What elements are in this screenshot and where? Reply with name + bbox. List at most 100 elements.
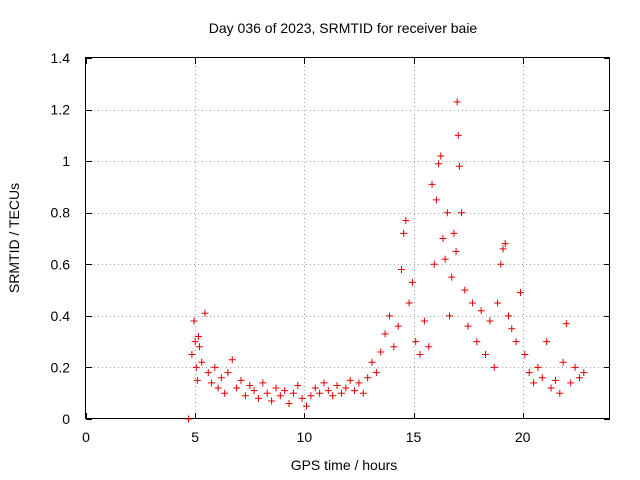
data-point <box>468 299 476 307</box>
data-point <box>214 384 222 392</box>
data-point <box>432 196 440 204</box>
data-point <box>501 240 509 248</box>
data-point <box>191 338 199 346</box>
data-point <box>571 363 579 371</box>
data-point <box>441 255 449 263</box>
x-tick-label: 0 <box>82 429 90 445</box>
y-tick-label: 0.8 <box>51 205 71 221</box>
data-point <box>567 379 575 387</box>
data-point <box>217 374 225 382</box>
axis-ticks <box>86 58 610 420</box>
y-axis-label: SRMTID / TECUs <box>6 183 22 293</box>
data-point <box>289 389 297 397</box>
data-point <box>420 317 428 325</box>
data-point <box>324 387 332 395</box>
y-tick-label: 0.6 <box>51 256 71 272</box>
data-point <box>425 343 433 351</box>
y-tick-label: 0.2 <box>51 359 71 375</box>
y-tick-label: 1 <box>62 153 70 169</box>
data-point <box>333 381 341 389</box>
data-point <box>204 369 212 377</box>
data-point <box>400 229 408 237</box>
data-point <box>439 235 447 242</box>
x-tick-label: 20 <box>515 429 531 445</box>
data-point <box>394 322 402 330</box>
data-point <box>364 374 372 382</box>
x-tick-label: 10 <box>297 429 313 445</box>
data-point <box>377 348 385 356</box>
data-point <box>452 247 460 255</box>
data-point <box>405 299 413 307</box>
data-point <box>342 384 350 392</box>
data-point <box>276 392 284 400</box>
axis-tick-labels: 0 5 10 15 20 0 0.2 0.4 0.6 0.8 1 1.2 1.4 <box>51 50 531 445</box>
data-point <box>543 338 551 346</box>
data-point <box>530 379 538 387</box>
data-point <box>450 229 458 237</box>
data-point <box>311 384 319 392</box>
data-point <box>508 325 516 333</box>
data-point <box>430 260 438 268</box>
data-point <box>504 312 512 320</box>
data-points <box>185 98 588 423</box>
data-point <box>198 358 206 366</box>
data-point <box>254 394 262 402</box>
data-point <box>453 98 461 106</box>
data-point <box>461 286 469 294</box>
data-point <box>551 376 559 384</box>
data-point <box>237 376 245 384</box>
data-point <box>307 392 315 400</box>
data-point <box>435 160 443 168</box>
data-point <box>193 376 201 384</box>
y-tick-label: 0.4 <box>51 308 71 324</box>
data-point <box>201 309 209 317</box>
data-point <box>580 369 588 377</box>
data-point <box>455 162 463 170</box>
data-point <box>192 363 200 371</box>
data-point <box>562 320 570 328</box>
data-point <box>538 374 546 382</box>
data-point <box>194 332 202 340</box>
data-point <box>443 209 451 217</box>
data-point <box>575 374 583 382</box>
data-point <box>372 369 380 377</box>
data-point <box>224 369 232 377</box>
data-point <box>416 351 424 359</box>
data-point <box>196 343 204 351</box>
data-point <box>316 389 324 397</box>
data-point <box>402 216 410 224</box>
data-point <box>454 131 462 139</box>
data-point <box>346 376 354 384</box>
data-point <box>458 209 466 217</box>
data-point <box>397 265 405 273</box>
data-point <box>499 245 507 253</box>
data-point <box>221 389 229 397</box>
data-point <box>351 387 359 395</box>
data-point <box>512 338 520 346</box>
x-tick-label: 15 <box>406 429 422 445</box>
data-point <box>359 389 367 397</box>
data-point <box>185 415 193 423</box>
data-point <box>190 317 198 325</box>
data-point <box>228 356 236 364</box>
data-point <box>259 379 267 387</box>
data-point <box>497 260 505 268</box>
data-point <box>329 392 337 400</box>
data-point <box>559 358 567 366</box>
data-point <box>482 351 490 359</box>
data-point <box>390 343 398 351</box>
data-point <box>556 389 564 397</box>
data-point <box>320 379 328 387</box>
data-point <box>355 379 363 387</box>
data-point <box>211 363 219 371</box>
data-point <box>188 351 196 359</box>
data-point <box>490 363 498 371</box>
data-point <box>534 363 542 371</box>
data-point <box>368 358 376 366</box>
data-point <box>486 317 494 325</box>
x-tick-label: 5 <box>191 429 199 445</box>
grid-lines <box>86 58 610 419</box>
data-point <box>303 402 311 410</box>
data-point <box>298 394 306 402</box>
data-point <box>281 387 289 395</box>
